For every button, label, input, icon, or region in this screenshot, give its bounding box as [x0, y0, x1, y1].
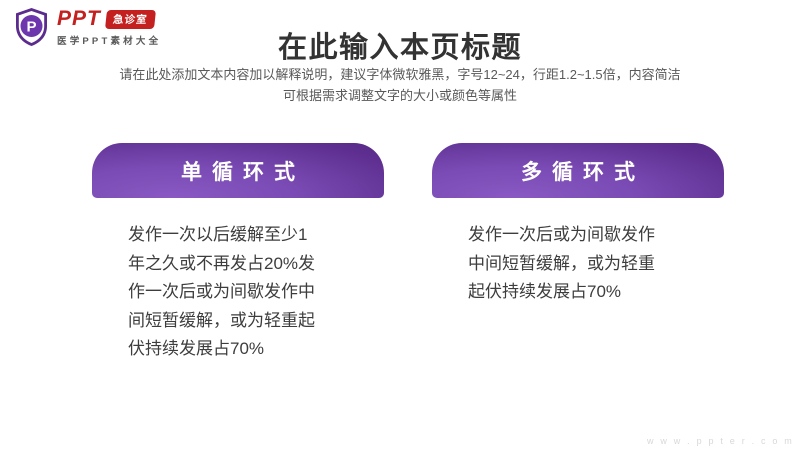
- logo-text: PPT 急诊室 医学PPT素材大全: [57, 7, 161, 47]
- shield-letter: P: [26, 19, 36, 36]
- body-line: 作一次后或为间歇发作中: [128, 282, 315, 301]
- page-subtitle: 请在此处添加文本内容加以解释说明，建议字体微软雅黑，字号12~24，行距1.2~…: [0, 64, 800, 106]
- logo-tagline: 医学PPT素材大全: [57, 36, 162, 47]
- body-line: 中间短暂缓解，或为轻重: [468, 253, 655, 273]
- card-multi-cycle-body: 发作一次后或为间歇发作 中间短暂缓解，或为轻重 起伏持续发展占70%: [432, 198, 724, 307]
- page-title: 在此输入本页标题: [277, 32, 522, 64]
- card-single-cycle-body: 发作一次以后缓解至少1 年之久或不再发占20%发 作一次后或为间歇发作中 间短暂…: [92, 198, 384, 364]
- logo-brand-text: PPT: [57, 7, 101, 30]
- subtitle-line-2: 可根据需求调整文字的大小或颜色等属性: [282, 88, 517, 103]
- watermark: w w w . p p t e r . c o m: [646, 436, 794, 446]
- subtitle-line-1: 请在此处添加文本内容加以解释说明，建议字体微软雅黑，字号12~24，行距1.2~…: [119, 67, 681, 82]
- body-line: 发作一次以后缓解至少1: [128, 225, 308, 244]
- cards-container: 单循环式 发作一次以后缓解至少1 年之久或不再发占20%发 作一次后或为间歇发作…: [92, 143, 724, 364]
- card-single-cycle: 单循环式 发作一次以后缓解至少1 年之久或不再发占20%发 作一次后或为间歇发作…: [92, 143, 384, 364]
- body-line: 发作一次后或为间歇发作: [468, 225, 655, 244]
- card-single-cycle-header: 单循环式: [92, 143, 384, 198]
- brand-logo: P PPT 急诊室 医学PPT素材大全: [13, 7, 161, 47]
- body-line: 年之久或不再发占20%发: [128, 253, 316, 273]
- body-line: 起伏持续发展占70%: [468, 282, 622, 301]
- shield-logo-icon: P: [16, 8, 47, 46]
- body-line: 间短暂缓解，或为轻重起: [128, 310, 315, 330]
- body-line: 伏持续发展占70%: [128, 339, 265, 358]
- card-multi-cycle: 多循环式 发作一次后或为间歇发作 中间短暂缓解，或为轻重 起伏持续发展占70%: [432, 143, 724, 364]
- card-multi-cycle-header: 多循环式: [432, 143, 724, 198]
